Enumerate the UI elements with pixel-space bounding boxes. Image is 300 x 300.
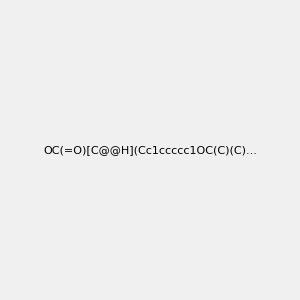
- Text: OC(=O)[C@@H](Cc1ccccc1OC(C)(C)...: OC(=O)[C@@H](Cc1ccccc1OC(C)(C)...: [43, 145, 257, 155]
